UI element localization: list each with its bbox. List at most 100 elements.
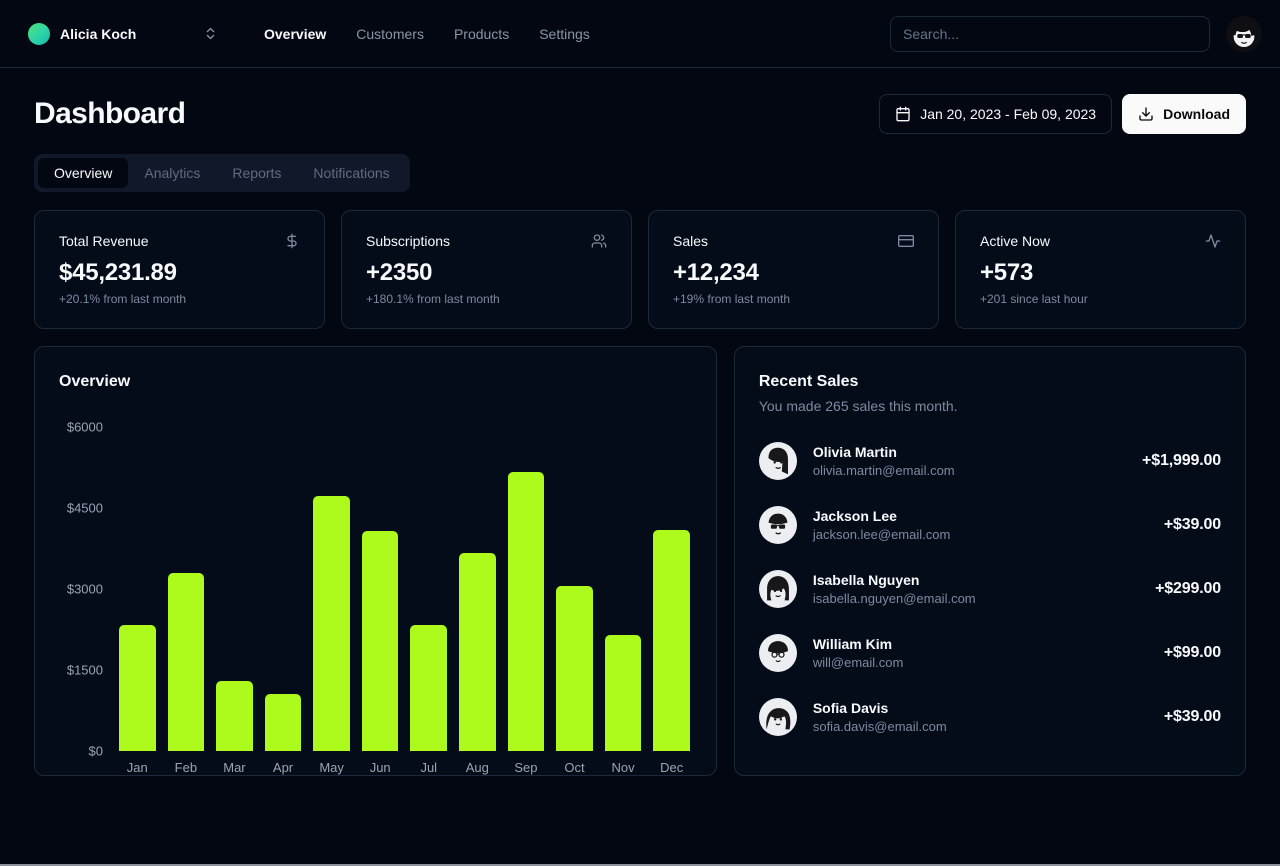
chart-title: Overview [59,373,131,390]
page-title: Dashboard [34,97,186,130]
y-axis-tick: $6000 [66,419,103,435]
stats-grid: Total Revenue $45,231.89 +20.1% from las… [34,210,1246,329]
avatar-isabella-nguyen [758,570,797,608]
sales-row: William Kim will@email.com +$99.00 [758,634,1221,672]
recent-sales-subtitle: You made 265 sales this month. [758,398,958,414]
x-axis-label-jan: Jan [126,760,148,775]
sale-name: Jackson Lee [812,508,897,524]
stat-value: $45,231.89 [59,259,177,286]
y-axis-tick: $3000 [66,581,103,597]
bar-column-feb: Feb [167,427,205,775]
x-axis-label-jul: Jul [420,760,438,775]
nav-item-overview[interactable]: Overview [264,25,327,42]
window-bottom-edge [0,864,1280,866]
charts-grid: Overview $6000 $4500 $3000 $1500 $0 Jan Feb Ma… [34,346,1246,776]
bar-mar [216,680,253,751]
bar-sep [507,471,545,751]
stat-card-active-now: Active Now +573 +201 since last hour [955,210,1246,329]
main-nav: Overview Customers Products Settings [264,26,590,42]
sale-amount: +$1,999.00 [1142,452,1221,469]
stat-card-subscriptions: Subscriptions +2350 +180.1% from last mo… [341,210,632,329]
x-axis-label-may: May [319,760,344,775]
credit-card-icon [898,233,914,249]
bar-column-sep: Sep [507,427,545,775]
download-label: Download [1163,106,1230,122]
bar-column-mar: Mar [216,427,253,775]
y-axis-tick: $4500 [66,500,103,516]
stat-title: Sales [673,233,709,249]
x-axis-label-sep: Sep [514,760,538,775]
stat-title: Active Now [980,233,1051,249]
sale-email: olivia.martin@email.com [812,463,955,478]
x-axis-label-feb: Feb [174,760,198,775]
avatar-olivia-martin [758,442,797,480]
stat-title: Total Revenue [59,233,149,249]
sale-amount: +$39.00 [1163,708,1221,725]
date-range-picker[interactable]: Jan 20, 2023 - Feb 09, 2023 [879,94,1113,134]
sales-row: Jackson Lee jackson.lee@email.com +$39.0… [758,506,1221,544]
bar-jan [119,624,156,751]
sale-name: Isabella Nguyen [812,572,920,588]
bar-may [313,495,350,751]
team-switcher[interactable]: Alicia Koch [28,22,218,45]
bar-column-aug: Aug [459,427,496,775]
nav-item-settings[interactable]: Settings [539,25,590,42]
header-actions: Jan 20, 2023 - Feb 09, 2023 Download [879,94,1246,134]
download-icon [1138,106,1154,122]
download-button[interactable]: Download [1122,94,1246,134]
stat-value: +2350 [366,259,433,286]
bar-column-nov: Nov [604,427,642,775]
avatar-william-kim [758,634,797,672]
x-axis-label-apr: Apr [272,760,294,775]
chart-bars: Jan Feb Mar Apr May Jun Jul Aug Sep Oct Nov Dec [117,427,692,775]
calendar-icon [895,106,911,122]
bar-apr [264,694,302,751]
stat-value: +573 [980,259,1034,286]
stat-card-total-revenue: Total Revenue $45,231.89 +20.1% from las… [34,210,325,329]
bar-column-jun: Jun [361,427,399,775]
y-axis-tick: $0 [88,743,103,759]
tab-reports[interactable]: Reports [216,158,297,188]
main-content: Dashboard Jan 20, 2023 - Feb 09, 2023 Do… [0,68,1280,776]
x-axis-label-nov: Nov [611,760,635,775]
recent-sales-card: Recent Sales You made 265 sales this mon… [733,346,1246,776]
nav-item-products[interactable]: Products [453,25,510,42]
x-axis-label-dec: Dec [660,760,684,775]
bar-aug [459,552,496,751]
date-range-label: Jan 20, 2023 - Feb 09, 2023 [920,106,1097,122]
stat-card-sales: Sales +12,234 +19% from last month [648,210,939,329]
sale-amount: +$99.00 [1163,644,1221,661]
bar-jul [410,625,448,751]
stat-change: +19% from last month [673,292,791,306]
bar-feb [167,573,205,751]
sale-email: jackson.lee@email.com [812,527,951,542]
sale-amount: +$299.00 [1155,580,1221,597]
sales-row: Sofia Davis sofia.davis@email.com +$39.0… [758,698,1221,736]
stat-change: +180.1% from last month [366,292,500,306]
users-icon [591,233,607,249]
sale-amount: +$39.00 [1163,516,1221,533]
bar-column-may: May [313,427,350,775]
user-avatar[interactable] [1226,15,1262,52]
nav-item-customers[interactable]: Customers [356,25,424,42]
tab-analytics[interactable]: Analytics [128,158,216,188]
x-axis-label-mar: Mar [223,760,246,775]
user-face-icon [1226,15,1262,52]
bar-column-jan: Jan [119,427,156,775]
x-axis-label-jun: Jun [369,760,391,775]
sale-email: sofia.davis@email.com [812,719,947,734]
tab-notifications[interactable]: Notifications [297,158,405,188]
overview-chart-card: Overview $6000 $4500 $3000 $1500 $0 Jan Feb Ma… [34,346,717,776]
recent-sales-title: Recent Sales [758,373,859,390]
dollar-sign-icon [284,233,300,249]
search-input[interactable] [890,15,1210,52]
sale-name: Sofia Davis [812,700,889,716]
bar-chart: $6000 $4500 $3000 $1500 $0 Jan Feb Mar Apr May Ju… [59,420,692,775]
bar-column-apr: Apr [264,427,302,775]
x-axis-label-aug: Aug [465,760,489,775]
bar-nov [604,634,642,751]
bar-column-oct: Oct [556,427,593,775]
stat-value: +12,234 [673,259,759,286]
tab-overview[interactable]: Overview [38,158,129,188]
bar-jun [361,530,399,751]
